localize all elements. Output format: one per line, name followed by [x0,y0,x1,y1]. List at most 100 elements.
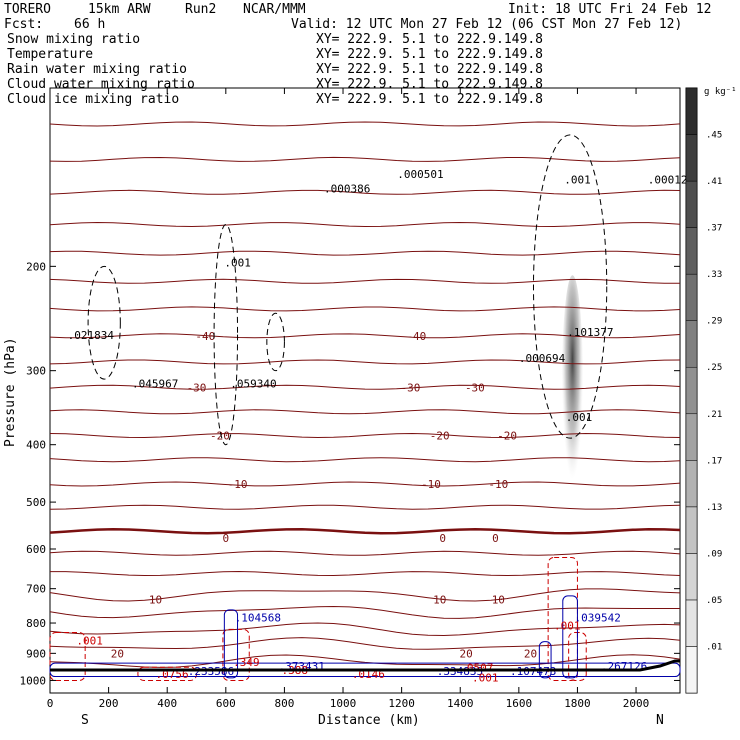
colorbar-cell [685,180,698,228]
colorbar-level-label: .01 [706,642,722,652]
temperature-contour-label: -40 [406,330,426,343]
plot-frame [49,87,681,694]
colorbar-cell [685,553,698,601]
cloud-ice-contour [213,224,239,446]
temperature-contour-label: -10 [488,478,508,491]
model-name: TORERO [4,2,51,17]
temperature-contour-label: 20 [459,647,472,660]
temperature-contour-label: 0 [492,532,499,545]
colorbar-cell [685,599,698,647]
y-axis-label: Pressure (hPa) [3,337,18,447]
x-tick-label: 1000 [330,697,357,710]
y-tick-label: 500 [26,496,46,509]
maximum-value-label: .039542 [575,611,621,624]
rain-contour [222,628,250,681]
temperature-contour-label: 0 [439,532,446,545]
y-tick-label: 600 [26,543,46,556]
valid-time: Valid: 12 UTC Mon 27 Feb 12 (06 CST Mon … [291,17,682,32]
temperature-contour-label: -30 [465,381,485,394]
temperature-contour-line [49,189,681,195]
cloud-water-contour [562,595,578,679]
temperature-contour-line [49,278,681,284]
x-tick-label: 2000 [623,697,650,710]
colorbar-level-label: .17 [706,456,722,466]
maximum-value-label: .045967 [132,377,178,390]
temperature-contour-line [49,588,681,602]
south-label: S [81,713,89,728]
plot-area: 0 200 400 600 800 1000 1200 1400 1600 1800 2000200… [20,87,695,710]
temperature-contour-label: -40 [195,330,215,343]
colorbar-labels: .01 .05 .09 .13 .17 .21 .25 .29 .33 .37 .41 .45 [706,131,722,653]
maximum-value-label: .000694 [519,352,566,365]
init-time: Init: 18 UTC Fri 24 Feb 12 [508,2,712,17]
snow-shading [561,275,584,516]
run-label: Run2 [185,2,216,17]
temperature-contour-line [49,359,681,365]
legend-xy-cloudice: XY= 222.9. 5.1 to 222.9.149.8 [316,92,543,107]
colorbar-level-label: .05 [706,596,722,606]
colorbar-level-label: .37 [706,224,722,234]
cloud-ice-contour [532,134,608,439]
x-tick-label: 800 [274,697,294,710]
temperature-contour-label: -10 [228,478,248,491]
y-tick-label: 900 [26,647,46,660]
colorbar-level-label: .29 [706,317,722,327]
maximum-value-label: .334835 [437,665,483,678]
x-tick-label: 1600 [506,697,533,710]
fcst-hours: 66 h [74,17,105,32]
colorbar-unit: g kg⁻¹ [704,87,737,97]
rain-contour [137,666,198,681]
maximum-value-label: .001 [554,619,581,632]
temperature-contour-label: -20 [497,430,517,443]
colorbar-level-label: .21 [706,410,722,420]
temperature-contour-line [49,306,681,312]
rain-contour [49,632,86,681]
maximum-value-label: .021834 [68,329,115,342]
colorbar-level-label: .45 [706,131,722,141]
maximum-value-label: .000129 [648,174,694,187]
colorbar-level-label: .25 [706,363,722,373]
maximum-value-label: .104568 [235,611,281,624]
x-tick-label: 600 [216,697,236,710]
temperature-contour-label: 20 [524,647,537,660]
colorbar-cell [685,227,698,275]
maximum-value-label: .001 [564,174,591,187]
temperature-contour-line [49,637,681,650]
maximum-value-label: .001 [566,411,593,424]
institute-label: NCAR/MMM [243,2,306,17]
temperature-contour-label: 0 [223,532,230,545]
maximum-value-label: .001 [224,256,251,269]
maximum-value-label: .001 [76,635,103,648]
temperature-contour-line [49,622,681,637]
cloud-water-contour [538,641,552,679]
temperature-contour-line [49,121,681,127]
x-tick-label: 200 [99,697,119,710]
maxima-labels: .021834 .045967 .059340 .000694.101377 .0003… [68,168,695,685]
temperature-contours: -40 -40 -30 -30 -30 -20 -20 -20 -10 -10 -10 0 0 0 10 10… [49,121,681,668]
colorbar-cell [685,366,698,415]
temperature-contour-line [49,333,681,339]
y-tick-label: 400 [26,439,46,452]
cloud-water-contour [223,609,239,679]
x-tick-label: 1800 [564,697,591,710]
temperature-contour-line [49,156,681,162]
legend-name-cloudwater: Cloud water mixing ratio [7,77,195,92]
colorbar-cell [685,413,698,461]
maximum-value-label: .101377 [567,326,613,339]
axis-ticks: 0 200 400 600 800 1000 1200 1400 1600 1800 2000200… [20,88,680,710]
maximum-value-label: .000501 [397,168,443,181]
maximum-value-label: .233586 [188,665,234,678]
maximum-value-label: .000386 [324,182,370,195]
x-tick-label: 1400 [447,697,474,710]
temperature-contour-label: -20 [430,430,450,443]
colorbar-cell [685,320,698,368]
y-tick-label: 300 [26,365,46,378]
colorbar: .01 .05 .09 .13 .17 .21 .25 .29 .33 .37 .41 .45 g k… [685,87,737,694]
temperature-contour-line [49,481,681,487]
temperature-contour-line [49,409,681,415]
colorbar-level-label: .33 [706,270,722,280]
colorbar-cell [685,460,698,508]
maximum-value-label: .107473 [510,665,556,678]
temperature-contour-line [49,250,681,256]
